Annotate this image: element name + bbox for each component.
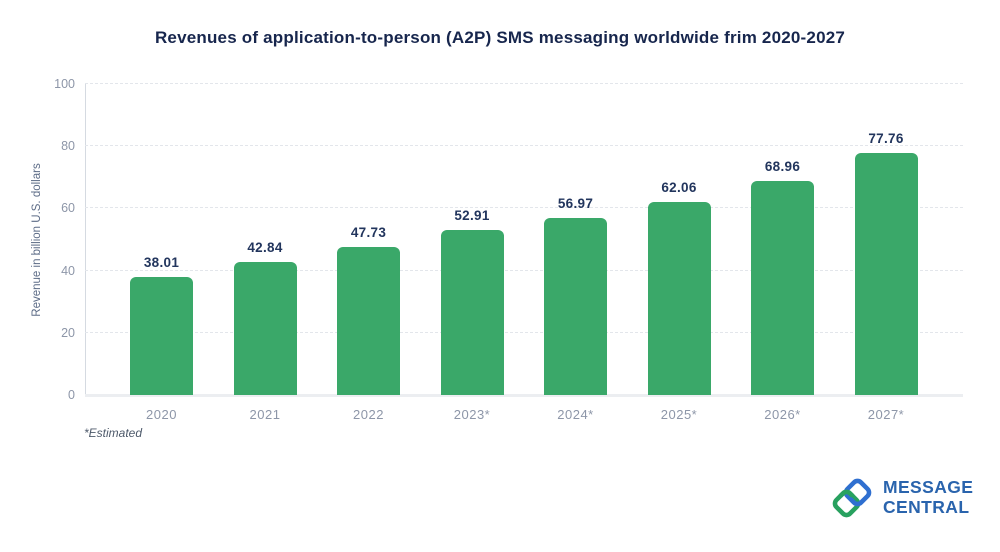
bar-value-label-2024: 56.97 bbox=[557, 195, 594, 211]
plot-area: 0 20 40 60 80 100 38.01 2020 42.84 2021 47.73 2022 5… bbox=[54, 77, 963, 422]
gridline-60 bbox=[85, 207, 963, 209]
bar-2020 bbox=[130, 276, 193, 395]
x-tick-label-2023: 2023* bbox=[453, 407, 491, 422]
bar-value-label-2027: 77.76 bbox=[868, 131, 904, 147]
x-tick-label-2026: 2026* bbox=[764, 407, 801, 422]
x-tick-label-2020: 2020 bbox=[146, 407, 177, 422]
y-tick-label-80: 80 bbox=[61, 139, 75, 154]
gridline-100 bbox=[85, 83, 963, 84]
message-central-logo-icon bbox=[832, 478, 872, 518]
chart-title: Revenues of application-to-person (A2P) … bbox=[154, 28, 846, 47]
gridline-40 bbox=[85, 269, 963, 271]
message-central-logo: MESSAGE CENTRAL bbox=[830, 474, 973, 522]
bar-value-label-2021: 42.84 bbox=[247, 239, 283, 255]
x-tick-label-2022: 2022 bbox=[353, 407, 384, 422]
bar-2025 bbox=[647, 202, 711, 395]
logo-text-line2: CENTRAL bbox=[883, 497, 970, 517]
bar-2021 bbox=[233, 261, 297, 395]
bar-2026 bbox=[751, 180, 814, 395]
logo-text-line1: MESSAGE bbox=[883, 477, 974, 498]
estimated-footnote: *Estimated bbox=[84, 426, 143, 440]
y-tick-label-100: 100 bbox=[54, 77, 75, 91]
gridline-80 bbox=[85, 145, 963, 147]
bar-value-label-2023: 52.91 bbox=[454, 208, 490, 224]
bar-value-label-2026: 68.96 bbox=[764, 158, 801, 174]
y-tick-label-0: 0 bbox=[68, 388, 75, 402]
bar-value-label-2025: 62.06 bbox=[661, 180, 697, 195]
bar-2022 bbox=[337, 246, 400, 395]
y-tick-label-20: 20 bbox=[61, 325, 75, 340]
y-axis-title: Revenue in billion U.S. dollars bbox=[31, 163, 43, 317]
gridline-20 bbox=[85, 331, 963, 333]
y-axis-line bbox=[85, 84, 86, 395]
bar-2027 bbox=[854, 153, 918, 395]
bar-2024 bbox=[544, 217, 607, 395]
bar-2023 bbox=[440, 230, 504, 395]
x-tick-label-2024: 2024* bbox=[557, 407, 594, 422]
x-tick-label-2027: 2027* bbox=[867, 407, 905, 422]
bar-value-label-2022: 47.73 bbox=[350, 224, 387, 240]
y-tick-label-40: 40 bbox=[61, 263, 75, 278]
x-tick-label-2025: 2025* bbox=[660, 407, 698, 422]
y-tick-label-60: 60 bbox=[61, 201, 75, 216]
bar-value-label-2020: 38.01 bbox=[143, 254, 180, 270]
x-tick-label-2021: 2021 bbox=[249, 407, 281, 422]
x-axis-baseline bbox=[85, 394, 963, 397]
message-central-logo-text: MESSAGE CENTRAL bbox=[883, 478, 973, 517]
